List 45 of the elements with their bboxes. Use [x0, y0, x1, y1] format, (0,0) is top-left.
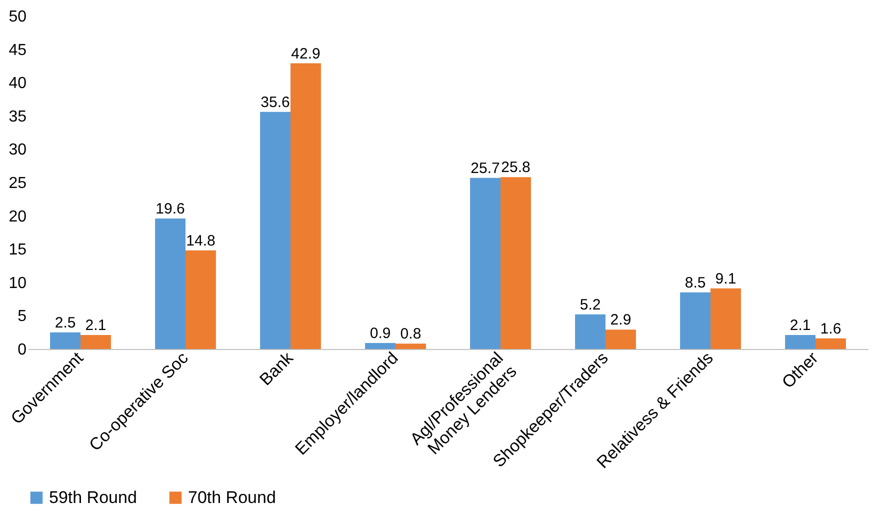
data-label: 5.2 — [580, 296, 601, 314]
y-tick-label: 15 — [8, 242, 27, 259]
bar — [186, 250, 216, 349]
y-tick-label: 45 — [8, 42, 27, 59]
data-label: 42.9 — [291, 45, 320, 62]
bar — [80, 335, 111, 349]
y-tick-label: 40 — [8, 75, 27, 92]
bar — [155, 218, 186, 349]
bar — [260, 112, 290, 349]
data-label: 9.1 — [715, 270, 736, 288]
legend-label: 70th Round — [188, 488, 276, 507]
data-label: 25.8 — [501, 159, 530, 176]
data-label: 25.7 — [470, 160, 500, 177]
bar — [680, 292, 710, 349]
data-label: 14.8 — [186, 232, 216, 250]
y-tick-label: 10 — [8, 274, 27, 292]
y-tick-label: 35 — [8, 108, 27, 126]
bar — [710, 288, 741, 349]
bar — [500, 177, 531, 349]
y-tick-label: 0 — [18, 342, 27, 358]
bar — [785, 335, 816, 349]
bar — [50, 332, 80, 349]
data-label: 19.6 — [156, 200, 185, 218]
data-label: 35.6 — [260, 94, 290, 111]
data-label: 1.6 — [820, 320, 842, 338]
data-label: 2.9 — [610, 312, 632, 329]
bar — [365, 343, 396, 349]
bar — [816, 338, 846, 349]
y-tick-label: 30 — [8, 142, 27, 159]
data-label: 2.1 — [85, 317, 106, 334]
y-tick-label: 25 — [8, 175, 27, 192]
bar — [606, 330, 636, 349]
y-tick-label: 20 — [8, 208, 27, 226]
legend-label: 59th Round — [49, 488, 137, 507]
bar — [470, 178, 500, 349]
data-label: 0.9 — [370, 325, 391, 342]
data-label: 2.1 — [790, 317, 811, 334]
data-label: 2.5 — [54, 314, 76, 332]
bar — [396, 344, 426, 349]
data-label: 0.8 — [400, 326, 422, 343]
y-tick-label: 5 — [18, 308, 27, 326]
bar — [575, 314, 606, 349]
bar — [290, 63, 321, 349]
data-label: 8.5 — [684, 274, 706, 292]
y-tick-label: 50 — [8, 8, 27, 26]
